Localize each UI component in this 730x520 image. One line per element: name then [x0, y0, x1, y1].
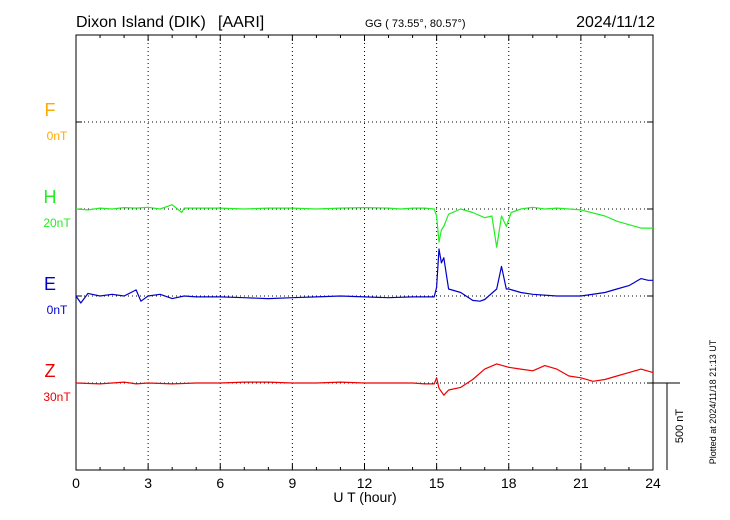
- x-tick-label: 21: [573, 475, 589, 491]
- series-name-f: F: [45, 100, 56, 120]
- x-tick-label: 3: [144, 475, 152, 491]
- series-baseline-z: 30nT: [43, 390, 71, 404]
- series-baseline-f: 0nT: [47, 129, 68, 143]
- series-labels: F 0nT H 20nT E 0nT Z 30nT: [43, 100, 71, 404]
- x-tick-label: 12: [357, 475, 373, 491]
- x-axis-ticks: 0 3 6 9 12 15 18 21 24: [72, 35, 661, 491]
- station-title: Dixon Island (DIK): [76, 14, 206, 31]
- scale-bar: 500 nT: [653, 382, 686, 470]
- series-name-z: Z: [45, 361, 56, 381]
- institute-label: [AARI]: [218, 14, 264, 31]
- series-line-z: [75, 363, 654, 396]
- plot-frame: [75, 34, 654, 471]
- x-tick-label: 0: [72, 475, 80, 491]
- x-tick-label: 18: [501, 475, 517, 491]
- series-baseline-e: 0nT: [47, 303, 68, 317]
- date-label: 2024/11/12: [576, 14, 655, 31]
- x-tick-label: 24: [645, 475, 661, 491]
- x-tick-label: 6: [216, 475, 224, 491]
- vertical-grid: [147, 35, 582, 470]
- series-lines: [75, 204, 654, 396]
- scale-bar-label: 500 nT: [674, 409, 686, 444]
- geographic-coords: GG ( 73.55°, 80.57°): [365, 18, 466, 30]
- x-tick-label: 9: [288, 475, 296, 491]
- series-baseline-h: 20nT: [43, 216, 71, 230]
- series-name-e: E: [44, 274, 56, 294]
- series-name-h: H: [44, 187, 57, 207]
- series-line-e: [75, 248, 653, 304]
- x-axis-label: U T (hour): [333, 489, 396, 505]
- series-line-h: [75, 204, 653, 248]
- plotted-timestamp: Plotted at 2024/11/18 21:13 UT: [708, 339, 718, 464]
- x-tick-label: 15: [429, 475, 445, 491]
